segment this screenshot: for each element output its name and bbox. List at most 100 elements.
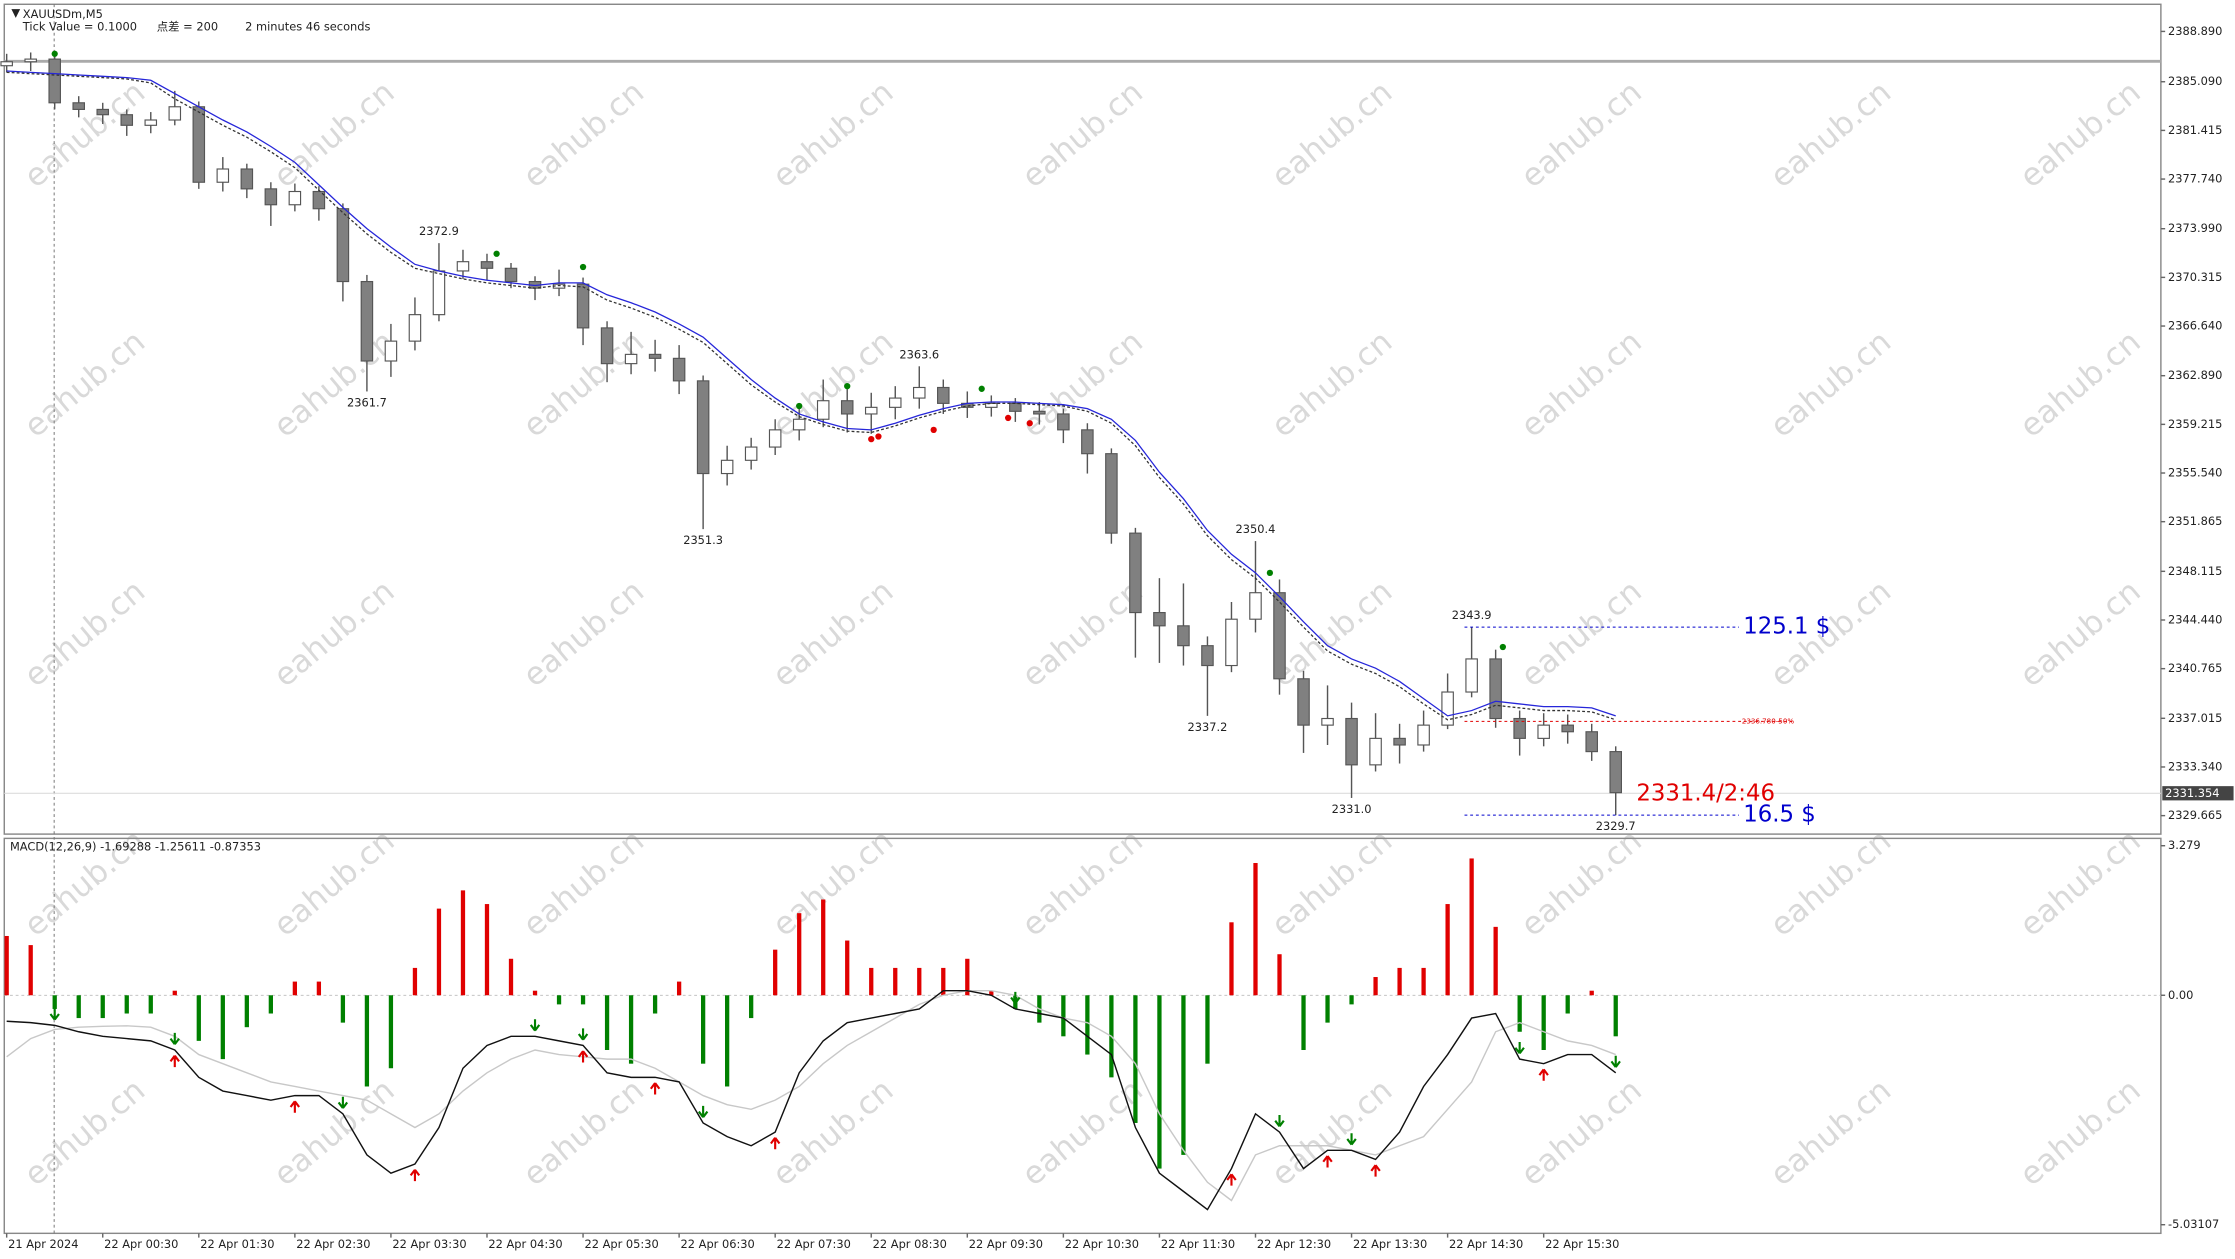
- macd-bar: [580, 995, 586, 1005]
- macd-bar: [412, 967, 418, 996]
- x-tick-label: 22 Apr 00:30: [104, 1237, 178, 1251]
- macd-bar: [893, 967, 898, 996]
- candle-body: [48, 58, 61, 104]
- candle-body: [792, 418, 806, 431]
- candle-body: [0, 61, 13, 67]
- macd-bar: [1061, 995, 1066, 1037]
- candle-body: [768, 429, 782, 448]
- candle-body: [264, 188, 278, 206]
- candle-body: [1561, 724, 1574, 733]
- candle-body: [864, 406, 878, 415]
- candle-body: [1513, 717, 1526, 739]
- macd-bar: [196, 995, 201, 1041]
- candle-body: [432, 270, 446, 316]
- signal-dot: [875, 433, 882, 440]
- plot: 2388.890 2385.090 2381.415 2377.740 2373.990…: [0, 24, 2234, 1251]
- macd-bar: [124, 995, 129, 1014]
- arrow-up: [770, 1137, 781, 1150]
- macd-bar: [604, 995, 610, 1050]
- y-tick-label: 2355.540: [2168, 466, 2222, 480]
- signal-dot: [796, 402, 803, 410]
- candle-body: [985, 402, 998, 408]
- macd-bar: [676, 981, 682, 996]
- macd-bar: [1229, 922, 1234, 996]
- macd-bar: [773, 949, 778, 996]
- candle-body: [312, 190, 326, 210]
- signal-dot: [1026, 420, 1033, 427]
- arrow-up: [169, 1055, 180, 1068]
- timer: 2 minutes 46 seconds: [245, 20, 370, 34]
- candle-body: [1369, 737, 1382, 766]
- signal-dot: [1266, 569, 1274, 576]
- arrow-down: [529, 1019, 541, 1032]
- candle-body: [504, 267, 518, 283]
- x-tick-label: 22 Apr 14:30: [1449, 1237, 1523, 1251]
- arrow-down: [1274, 1114, 1285, 1128]
- macd-bar: [460, 890, 466, 996]
- arrow-down: [1514, 1042, 1525, 1055]
- macd-bar: [148, 995, 153, 1014]
- candle-body: [1441, 691, 1454, 726]
- macd-bar: [172, 990, 177, 996]
- arrow-up: [409, 1169, 421, 1182]
- macd-bar: [316, 981, 322, 996]
- macd-bar: [1133, 995, 1138, 1123]
- candle-body: [288, 190, 302, 206]
- signal-dot: [844, 383, 851, 390]
- y-tick-label: 2370.315: [2168, 270, 2222, 284]
- candle-body: [1417, 724, 1430, 746]
- price-annotation: 2372.9: [419, 224, 459, 238]
- x-tick-label: 22 Apr 12:30: [1257, 1237, 1331, 1251]
- candle-body: [120, 114, 134, 126]
- macd-bar: [388, 995, 394, 1069]
- arrow-down: [577, 1028, 589, 1041]
- signal-dot: [493, 250, 500, 257]
- x-tick-label: 22 Apr 01:30: [200, 1237, 274, 1251]
- y-tick-label: -5.03107: [2168, 1217, 2219, 1231]
- macd-bar: [989, 990, 994, 996]
- candle-body: [576, 283, 590, 329]
- candle-body: [624, 353, 638, 365]
- macd-panel: [3, 837, 2162, 1235]
- macd-bar: [52, 995, 57, 1009]
- price-annotation: 2363.6: [899, 347, 939, 361]
- macd-bar: [869, 967, 874, 996]
- macd-bar: [532, 990, 538, 996]
- x-tick-label: 22 Apr 02:30: [296, 1237, 370, 1251]
- macd-bar: [436, 908, 442, 996]
- macd-bar: [220, 995, 225, 1060]
- price-annotation: 2329.7: [1596, 819, 1636, 833]
- candle-body: [937, 386, 950, 404]
- level-label: 125.1 $: [1743, 614, 1830, 640]
- macd-bar: [652, 995, 658, 1014]
- signal-line: [6, 989, 1616, 1202]
- signal-dot: [930, 426, 937, 433]
- candle-body: [1129, 532, 1142, 614]
- candle-body: [336, 208, 350, 283]
- macd-bar: [1181, 995, 1186, 1155]
- macd-bar: [340, 995, 346, 1023]
- menu-arrow[interactable]: ▼: [11, 5, 20, 19]
- macd-bar: [508, 958, 514, 996]
- arrow-down: [337, 1096, 349, 1109]
- macd-bar: [364, 995, 370, 1087]
- macd-bar: [244, 995, 249, 1028]
- candle-body: [1321, 717, 1334, 726]
- arrow-up: [1538, 1068, 1549, 1081]
- macd-bar: [556, 995, 562, 1005]
- candle-body: [1105, 453, 1118, 534]
- arrow-up: [1370, 1164, 1381, 1177]
- y-tick-label: 2348.115: [2168, 564, 2222, 578]
- y-tick-label: 2340.765: [2168, 661, 2222, 675]
- candle-body: [1249, 592, 1262, 620]
- arrow-up: [649, 1082, 661, 1095]
- macd-bar: [1397, 967, 1402, 996]
- price-annotation: 2351.3: [683, 533, 723, 547]
- candle-body: [72, 102, 85, 110]
- y-tick-label: 3.279: [2168, 838, 2201, 852]
- y-tick-label: 2333.340: [2168, 759, 2222, 773]
- arrow-up: [1226, 1173, 1237, 1186]
- price-annotation: 2350.4: [1236, 522, 1276, 536]
- candle-body: [1393, 737, 1406, 746]
